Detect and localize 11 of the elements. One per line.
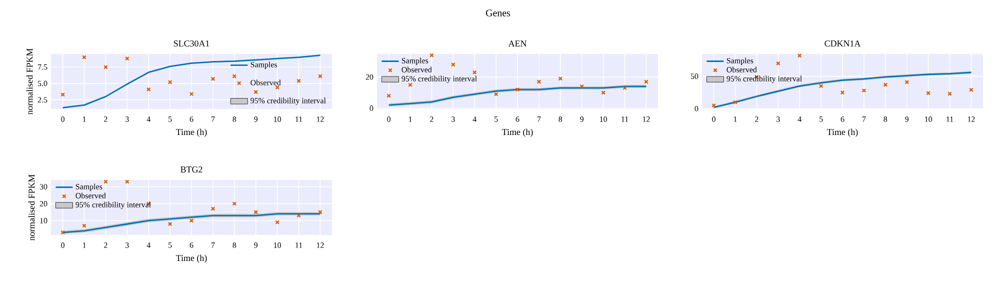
y-axis-title: normalised FPKM [26, 48, 33, 115]
x-axis-title: Time (h) [502, 128, 533, 137]
x-axis-title: Time (h) [176, 254, 207, 263]
chart-title: CDKN1A [824, 40, 861, 47]
y-axis-title: normalised FPKM [28, 174, 35, 241]
chart-title: BTG2 [180, 166, 202, 173]
x-axis-title: Time (h) [827, 128, 858, 137]
chart-title: SLC30A1 [174, 40, 210, 47]
text: Genes [486, 10, 510, 16]
chart-title: AEN [508, 40, 527, 46]
x-axis-title: Time (h) [176, 128, 207, 137]
